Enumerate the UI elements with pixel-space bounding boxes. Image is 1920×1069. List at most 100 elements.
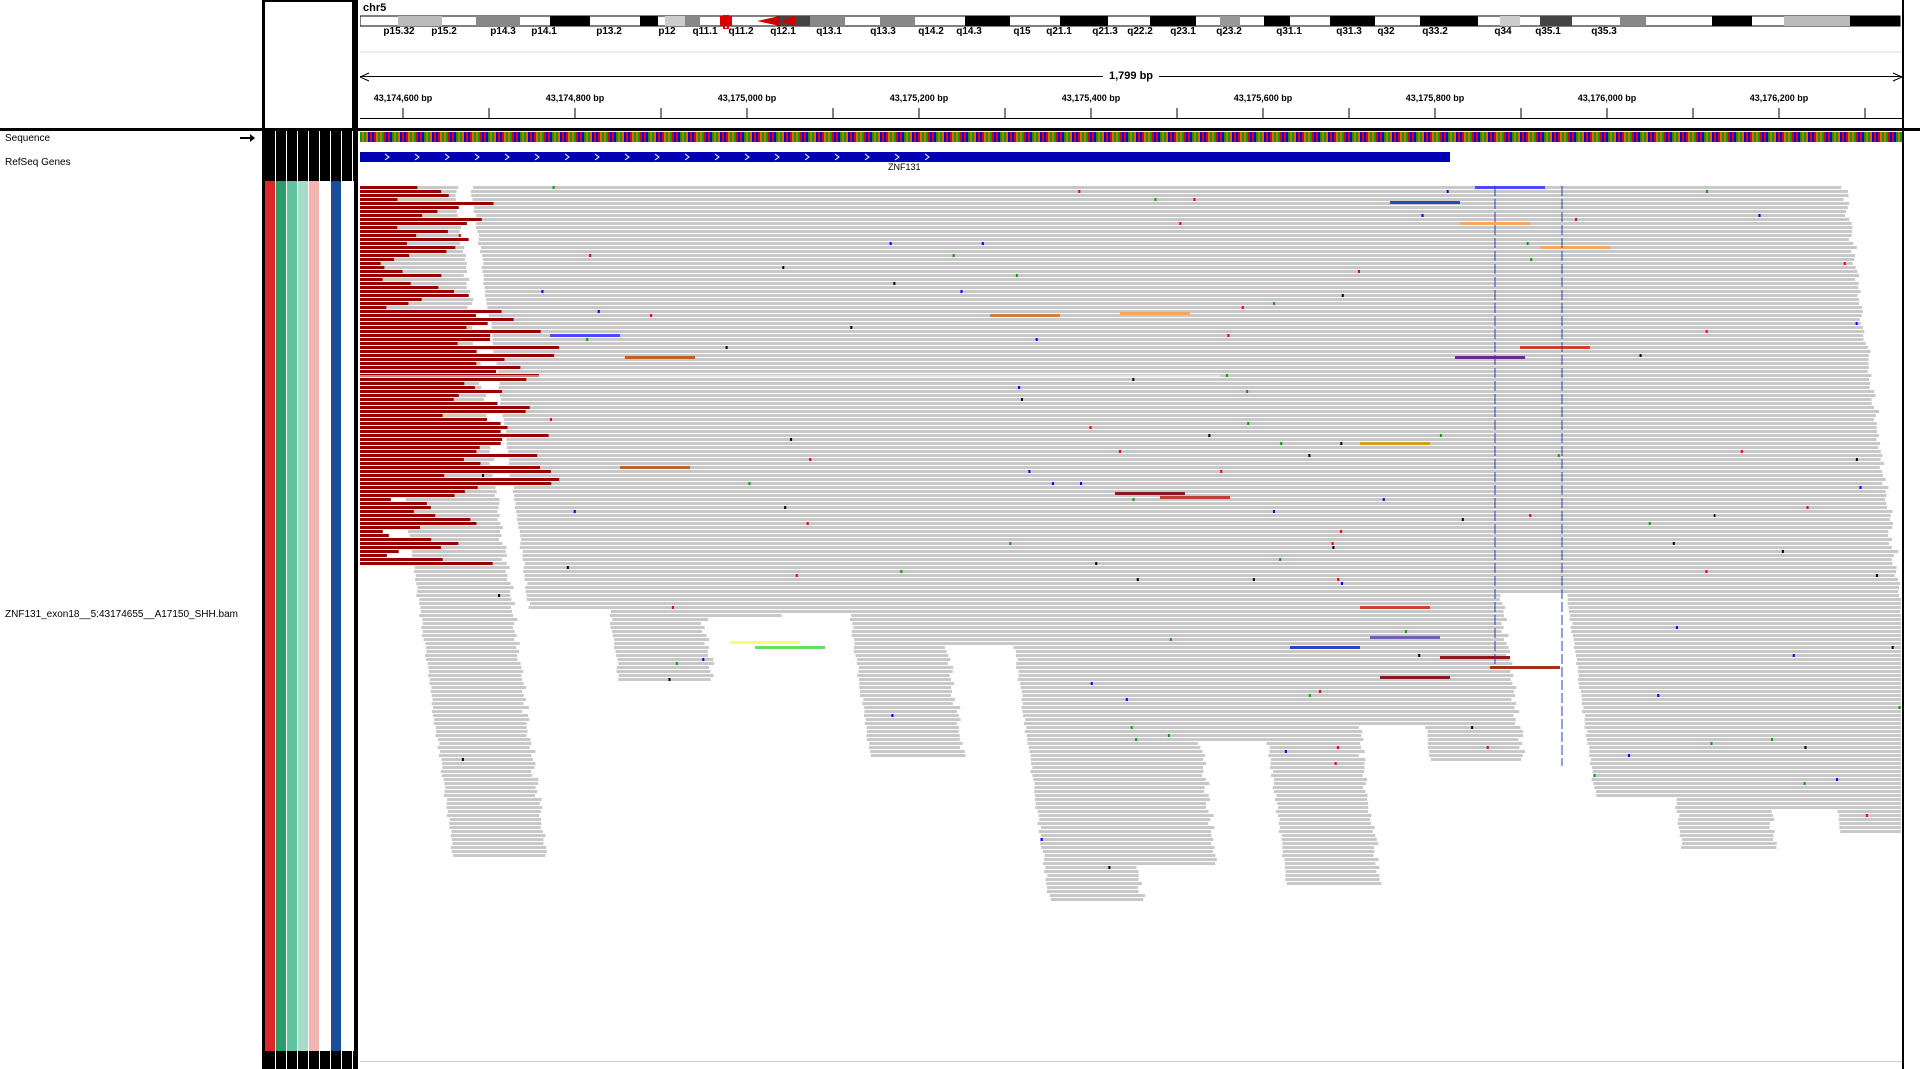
- read: [862, 702, 953, 705]
- read: [1813, 642, 1901, 645]
- read: [1423, 722, 1515, 725]
- read: [1131, 342, 1223, 345]
- read: [1524, 282, 1616, 285]
- read: [1700, 402, 1797, 405]
- read: [1542, 414, 1639, 417]
- base: [1500, 132, 1502, 142]
- read: [518, 526, 612, 529]
- base: [1306, 132, 1308, 142]
- cytoband: [1264, 16, 1290, 26]
- read: [901, 398, 995, 401]
- sequence-track[interactable]: [360, 132, 1902, 142]
- base: [1404, 132, 1406, 142]
- read: [1550, 458, 1644, 461]
- cytoband-labels: p15.32 p15.2 p14.3 p14.1 p13.2 p12 q11.1 q11.2 q…: [360, 0, 1902, 40]
- base: [1582, 132, 1584, 142]
- base: [724, 132, 726, 142]
- soft-clipped-read: [360, 210, 438, 213]
- read: [750, 462, 844, 465]
- read: [995, 498, 1087, 501]
- read: [1034, 202, 1129, 205]
- sequence-track-name[interactable]: Sequence: [5, 133, 51, 144]
- base: [510, 132, 512, 142]
- chromosome-ideogram[interactable]: [360, 15, 1902, 29]
- base: [1146, 132, 1148, 142]
- base: [1386, 132, 1388, 142]
- read: [597, 510, 689, 513]
- panel-divider-left[interactable]: [262, 0, 265, 1069]
- read: [1693, 350, 1789, 353]
- ruler-tick-label: 43,175,000 bp: [717, 93, 777, 103]
- header-divider[interactable]: [0, 128, 1920, 131]
- read: [1560, 542, 1655, 545]
- read: [580, 398, 672, 401]
- read: [1406, 594, 1501, 597]
- base: [778, 132, 780, 142]
- read: [440, 770, 532, 773]
- read: [1666, 734, 1757, 737]
- gene-name[interactable]: ZNF131: [888, 162, 921, 172]
- alignment-track[interactable]: [360, 186, 1902, 1036]
- read: [509, 474, 601, 477]
- base: [1876, 132, 1878, 142]
- read: [1710, 470, 1805, 473]
- gene-feature[interactable]: [360, 150, 1902, 164]
- base: [1046, 132, 1048, 142]
- read: [1413, 638, 1504, 641]
- strand-arrow: [414, 153, 420, 161]
- base: [382, 132, 384, 142]
- base: [1154, 132, 1156, 142]
- read: [997, 526, 1092, 529]
- read: [1122, 846, 1215, 849]
- read: [745, 430, 838, 433]
- read: [964, 278, 1058, 281]
- read: [1187, 734, 1278, 737]
- ruler[interactable]: 43,174,600 bp 43,174,800 bp 43,175,000 bp 4…: [360, 0, 1902, 128]
- refseq-gene-track[interactable]: ZNF131: [360, 150, 1902, 180]
- base: [880, 132, 882, 142]
- read: [1424, 710, 1520, 713]
- chromosome-name[interactable]: chr5: [363, 2, 387, 14]
- read: [1780, 390, 1875, 393]
- base: [678, 132, 680, 142]
- read: [1027, 742, 1121, 745]
- read: [1438, 246, 1534, 249]
- read: [927, 598, 1020, 601]
- read: [713, 198, 804, 201]
- base: [1544, 132, 1546, 142]
- read: [1681, 266, 1775, 269]
- base: [1866, 132, 1868, 142]
- read: [1157, 526, 1250, 529]
- base: [1036, 132, 1038, 142]
- panel-divider-mid[interactable]: [354, 0, 358, 1069]
- read: [669, 466, 765, 469]
- read: [445, 786, 536, 789]
- read: [408, 538, 500, 541]
- base: [916, 132, 918, 142]
- track-bottom-rule: [360, 1061, 1902, 1062]
- read: [1374, 354, 1467, 357]
- soft-clipped-read: [360, 542, 459, 545]
- base: [1202, 132, 1204, 142]
- read: [400, 474, 493, 477]
- read: [674, 502, 766, 505]
- read: [740, 386, 835, 389]
- track-name-panel[interactable]: Sequence RefSeq Genes ZNF131_exon18__5:4…: [0, 131, 262, 1069]
- read: [1303, 430, 1398, 433]
- read: [910, 462, 1003, 465]
- refseq-track-name[interactable]: RefSeq Genes: [5, 157, 71, 168]
- right-arrow-icon[interactable]: [240, 133, 256, 143]
- attribute-panel[interactable]: [265, 131, 354, 1069]
- read: [741, 410, 834, 413]
- base: [1462, 132, 1464, 142]
- read: [1029, 750, 1123, 753]
- read: [1799, 526, 1893, 529]
- read: [1086, 590, 1182, 593]
- alignment-track-name[interactable]: ZNF131_exon18__5:43174655__A17150_SHH.ba…: [5, 609, 238, 620]
- read: [1202, 266, 1295, 269]
- read: [578, 390, 669, 393]
- read: [878, 242, 972, 245]
- read: [419, 614, 513, 617]
- base: [1162, 132, 1164, 142]
- header-blank-area: [0, 0, 262, 128]
